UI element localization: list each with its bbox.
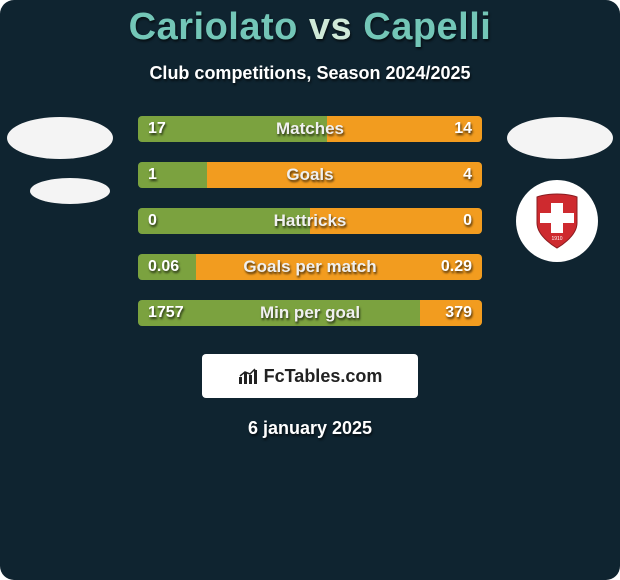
stat-row-mpg: 1757 Min per goal 379 [138, 300, 482, 326]
page-title: Cariolato vs Capelli [0, 6, 620, 49]
value-right: 4 [463, 166, 472, 184]
player-avatar-left [7, 117, 113, 159]
value-left: 17 [148, 120, 166, 138]
stat-row-goals: 1 Goals 4 [138, 162, 482, 188]
title-vs: vs [309, 6, 352, 48]
stat-row-gpm: 0.06 Goals per match 0.29 [138, 254, 482, 280]
value-left: 0 [148, 212, 157, 230]
comparison-card: Cariolato vs Capelli Club competitions, … [0, 0, 620, 580]
value-right: 14 [454, 120, 472, 138]
value-right: 0.29 [441, 258, 472, 276]
club-badge-right: 1910 [516, 180, 598, 262]
value-left: 1 [148, 166, 157, 184]
stat-row-matches: 17 Matches 14 [138, 116, 482, 142]
bar-right [310, 208, 482, 234]
bar-left [138, 208, 310, 234]
title-left: Cariolato [129, 6, 298, 48]
value-right: 0 [463, 212, 472, 230]
brand-badge[interactable]: FcTables.com [202, 354, 418, 398]
bar-right [207, 162, 482, 188]
svg-text:1910: 1910 [551, 236, 562, 242]
value-left: 0.06 [148, 258, 179, 276]
bar-right [196, 254, 482, 280]
value-left: 1757 [148, 304, 184, 322]
player-avatar-right [507, 117, 613, 159]
brand-text: FcTables.com [264, 366, 383, 387]
footer-date: 6 january 2025 [0, 418, 620, 439]
shield-icon: 1910 [534, 193, 580, 249]
chart-icon [238, 367, 260, 385]
stat-rows: 17 Matches 14 1 Goals 4 0 Hattricks 0 0.… [138, 116, 482, 326]
value-right: 379 [445, 304, 472, 322]
club-avatar-left [30, 178, 110, 204]
stat-row-hattricks: 0 Hattricks 0 [138, 208, 482, 234]
bar-left [138, 116, 327, 142]
subtitle: Club competitions, Season 2024/2025 [0, 63, 620, 84]
title-right: Capelli [363, 6, 491, 48]
